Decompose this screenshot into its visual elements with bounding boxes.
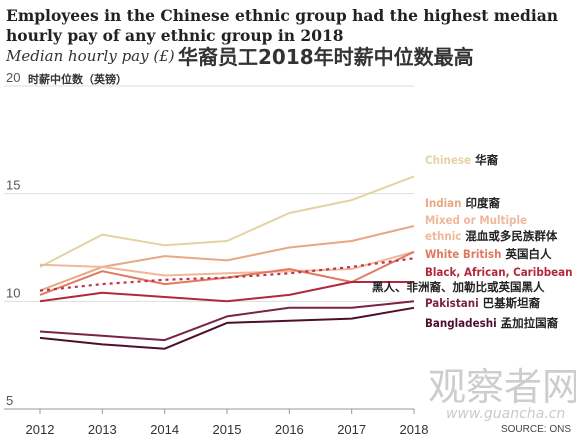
y-tick-label: 20 [6,70,20,85]
source-note: SOURCE: ONS [501,424,571,435]
series-label-en: Bangladeshi [425,316,497,330]
series-label: Pakistani 巴基斯坦裔 [425,296,541,310]
series-line [39,175,415,268]
chart-title-line1: Employees in the Chinese ethnic group ha… [6,6,558,25]
chart-title-line2: hourly pay of any ethnic group in 2018 [6,26,344,45]
series-label: White British 英国白人 [425,247,552,261]
x-tick-label: 2013 [88,422,117,437]
x-tick-label: 2014 [150,422,179,437]
y-axis-ticks: 5 10 15 20 [6,70,20,408]
series-label: Black, African, Caribbean [425,265,573,279]
series-label-en: Black, African, Caribbean [425,265,573,279]
series-label-zh: 印度裔 [466,196,501,210]
series-label-en: ethnic [425,229,461,243]
series-label-zh: 混血或多民族群体 [465,229,557,243]
series-label: ethnic 混血或多民族群体 [425,229,558,243]
series-label: Mixed or Multiple [425,213,527,227]
series-label-en: Mixed or Multiple [425,213,527,227]
y-tick-label: 5 [6,393,13,408]
series-label-zh: 黑人、非洲裔、加勒比或英国黑人 [372,280,545,294]
series-label: Indian 印度裔 [425,196,501,210]
chart-title-zh: 华裔员工2018年时薪中位数最高 [178,45,474,69]
y-axis-label: Median hourly pay (£) [5,47,175,65]
series-label-en: Chinese [425,153,471,167]
series-line [39,300,415,342]
series-label: Chinese 华裔 [425,153,499,167]
x-tick-label: 2017 [337,422,366,437]
x-tick-label: 2018 [400,422,429,437]
gridlines [4,85,414,410]
x-tick-label: 2015 [213,422,242,437]
series-label: Bangladeshi 孟加拉国裔 [425,316,559,330]
x-axis-ticks: 2012 2013 2014 2015 2016 2017 2018 [26,409,429,437]
series-label-zh: 华裔 [475,153,498,167]
y-axis-label-zh: 时薪中位数（英镑） [28,72,127,86]
y-tick-label: 10 [6,285,20,300]
x-tick-label: 2012 [26,422,55,437]
series-label-en: White British [425,247,501,261]
series-label-zh: 巴基斯坦裔 [483,296,541,310]
series-label-en: Indian [425,196,462,210]
series-line [39,250,415,277]
series-labels: Chinese 华裔 Indian 印度裔 Mixed or Multiple ethni… [372,153,573,330]
x-tick-label: 2016 [275,422,304,437]
y-tick-label: 15 [6,178,20,193]
series-label-zh: 孟加拉国裔 [501,316,559,330]
series-lines [39,175,415,350]
series-line [39,225,415,292]
series-line [39,306,415,350]
watermark-text: 观察者网 [428,365,576,409]
series-label-zh: 英国白人 [504,247,551,261]
watermark-url: www.guancha.cn [446,406,565,422]
series-label-en: Pakistani [425,296,479,310]
series-line [39,281,414,303]
